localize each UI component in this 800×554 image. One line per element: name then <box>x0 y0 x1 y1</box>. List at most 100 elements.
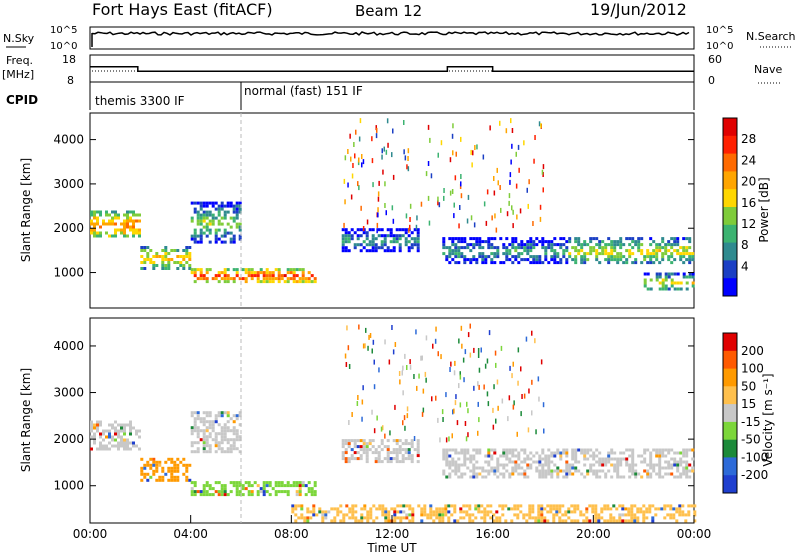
data-cell <box>438 516 442 520</box>
data-cell <box>655 275 659 279</box>
data-cell <box>244 271 248 275</box>
data-cell <box>646 252 650 256</box>
data-cell <box>649 475 653 479</box>
data-cell <box>223 277 227 281</box>
data-cell <box>583 448 587 452</box>
data-cell <box>313 280 317 284</box>
data-cell <box>271 271 275 275</box>
data-cell <box>505 258 509 262</box>
data-cell <box>642 504 646 508</box>
data-cell <box>214 435 218 439</box>
data-cell <box>193 423 197 427</box>
data-cell <box>670 255 674 259</box>
data-cell <box>132 219 135 223</box>
data-cell <box>96 426 99 430</box>
data-cell <box>682 272 686 276</box>
data-cell <box>604 463 608 467</box>
data-cell <box>586 472 590 476</box>
data-cell <box>610 475 614 479</box>
noise-cell <box>519 208 522 214</box>
data-cell <box>90 231 93 235</box>
data-cell <box>448 460 452 464</box>
data-cell <box>658 281 662 285</box>
data-cell <box>238 481 242 485</box>
data-cell <box>532 243 536 247</box>
noise-cell <box>493 176 495 181</box>
data-cell <box>487 243 491 247</box>
noise-cell <box>408 227 410 233</box>
data-cell <box>170 475 174 479</box>
data-cell <box>235 432 239 436</box>
data-cell <box>99 423 102 427</box>
data-cell <box>541 243 545 247</box>
data-cell <box>484 258 488 262</box>
data-cell <box>365 460 369 464</box>
noise-cell <box>391 325 393 330</box>
data-cell <box>143 472 147 476</box>
data-cell <box>649 463 653 467</box>
data-cell <box>105 213 108 217</box>
data-cell <box>571 246 575 250</box>
data-cell <box>603 519 607 523</box>
data-cell <box>577 240 581 244</box>
data-cell <box>670 457 674 461</box>
data-cell <box>511 240 515 244</box>
data-cell <box>114 429 117 433</box>
data-cell <box>625 448 629 452</box>
data-cell <box>685 246 689 250</box>
data-cell <box>465 513 469 517</box>
data-cell <box>250 493 254 497</box>
noise-cell <box>382 425 384 431</box>
data-cell <box>149 258 153 261</box>
data-cell <box>592 249 596 253</box>
data-cell <box>350 237 354 241</box>
data-cell <box>286 490 290 494</box>
data-cell <box>232 444 236 448</box>
noise-cell <box>517 144 520 150</box>
data-cell <box>120 438 123 442</box>
noise-cell <box>360 205 362 211</box>
data-cell <box>90 423 93 427</box>
data-cell <box>585 510 589 514</box>
data-cell <box>691 272 695 276</box>
data-cell <box>693 504 697 508</box>
noise-cell <box>525 336 528 342</box>
data-cell <box>365 457 369 461</box>
data-cell <box>676 469 680 473</box>
data-cell <box>164 255 168 258</box>
data-cell <box>362 445 366 449</box>
data-cell <box>511 472 515 476</box>
data-cell <box>205 481 209 485</box>
noise-cell <box>509 365 511 371</box>
data-cell <box>565 472 569 476</box>
data-cell <box>589 237 593 241</box>
data-cell <box>667 258 671 262</box>
data-cell <box>371 243 375 247</box>
data-cell <box>120 444 123 448</box>
data-cell <box>223 484 227 488</box>
data-cell <box>146 472 150 476</box>
data-cell <box>356 451 360 455</box>
noise-cell <box>406 406 409 412</box>
data-cell <box>472 448 476 452</box>
colorbar-swatch <box>723 207 737 226</box>
data-cell <box>535 469 539 473</box>
data-cell <box>399 519 403 523</box>
data-cell <box>395 454 399 458</box>
data-cell <box>256 493 260 497</box>
data-cell <box>663 504 667 508</box>
data-cell <box>193 490 197 494</box>
data-cell <box>604 258 608 262</box>
data-cell <box>672 516 676 520</box>
data-cell <box>526 457 530 461</box>
data-cell <box>271 274 275 278</box>
data-cell <box>250 271 254 275</box>
data-cell <box>580 246 584 250</box>
data-cell <box>547 454 551 458</box>
data-cell <box>304 493 308 497</box>
data-cell <box>298 268 302 272</box>
data-cell <box>220 234 224 238</box>
data-cell <box>634 472 638 476</box>
data-cell <box>460 475 464 479</box>
